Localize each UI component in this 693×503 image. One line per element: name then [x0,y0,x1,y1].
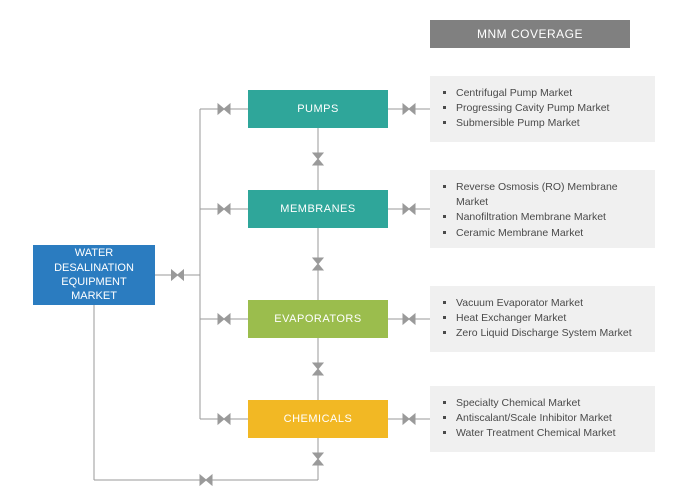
diagram-container: MNM COVERAGE WATER DESALINATION EQUIPMEN… [0,0,693,503]
membranes-details-box: Reverse Osmosis (RO) Membrane MarketNano… [430,170,655,248]
list-item: Nanofiltration Membrane Market [456,210,643,225]
pumps-category-label: PUMPS [297,103,339,115]
list-item: Reverse Osmosis (RO) Membrane Market [456,180,643,210]
pumps-details-list: Centrifugal Pump MarketProgressing Cavit… [442,86,609,132]
list-item: Vacuum Evaporator Market [456,296,632,311]
list-item: Specialty Chemical Market [456,396,616,411]
pumps-category-box: PUMPS [248,90,388,128]
list-item: Ceramic Membrane Market [456,226,643,241]
membranes-category-label: MEMBRANES [280,203,355,215]
list-item: Zero Liquid Discharge System Market [456,326,632,341]
coverage-header-label: MNM COVERAGE [477,27,583,41]
evaporators-category-label: EVAPORATORS [274,313,361,325]
chemicals-category-label: CHEMICALS [284,413,353,425]
membranes-category-box: MEMBRANES [248,190,388,228]
list-item: Progressing Cavity Pump Market [456,101,609,116]
chemicals-details-list: Specialty Chemical MarketAntiscalant/Sca… [442,396,616,442]
coverage-header: MNM COVERAGE [430,20,630,48]
list-item: Water Treatment Chemical Market [456,426,616,441]
pumps-details-box: Centrifugal Pump MarketProgressing Cavit… [430,76,655,142]
list-item: Centrifugal Pump Market [456,86,609,101]
evaporators-details-box: Vacuum Evaporator MarketHeat Exchanger M… [430,286,655,352]
list-item: Antiscalant/Scale Inhibitor Market [456,411,616,426]
list-item: Submersible Pump Market [456,116,609,131]
membranes-details-list: Reverse Osmosis (RO) Membrane MarketNano… [442,180,643,241]
chemicals-category-box: CHEMICALS [248,400,388,438]
evaporators-details-list: Vacuum Evaporator MarketHeat Exchanger M… [442,296,632,342]
list-item: Heat Exchanger Market [456,311,632,326]
root-market-label: WATER DESALINATION EQUIPMENT MARKET [37,246,151,303]
root-market-box: WATER DESALINATION EQUIPMENT MARKET [33,245,155,305]
evaporators-category-box: EVAPORATORS [248,300,388,338]
chemicals-details-box: Specialty Chemical MarketAntiscalant/Sca… [430,386,655,452]
